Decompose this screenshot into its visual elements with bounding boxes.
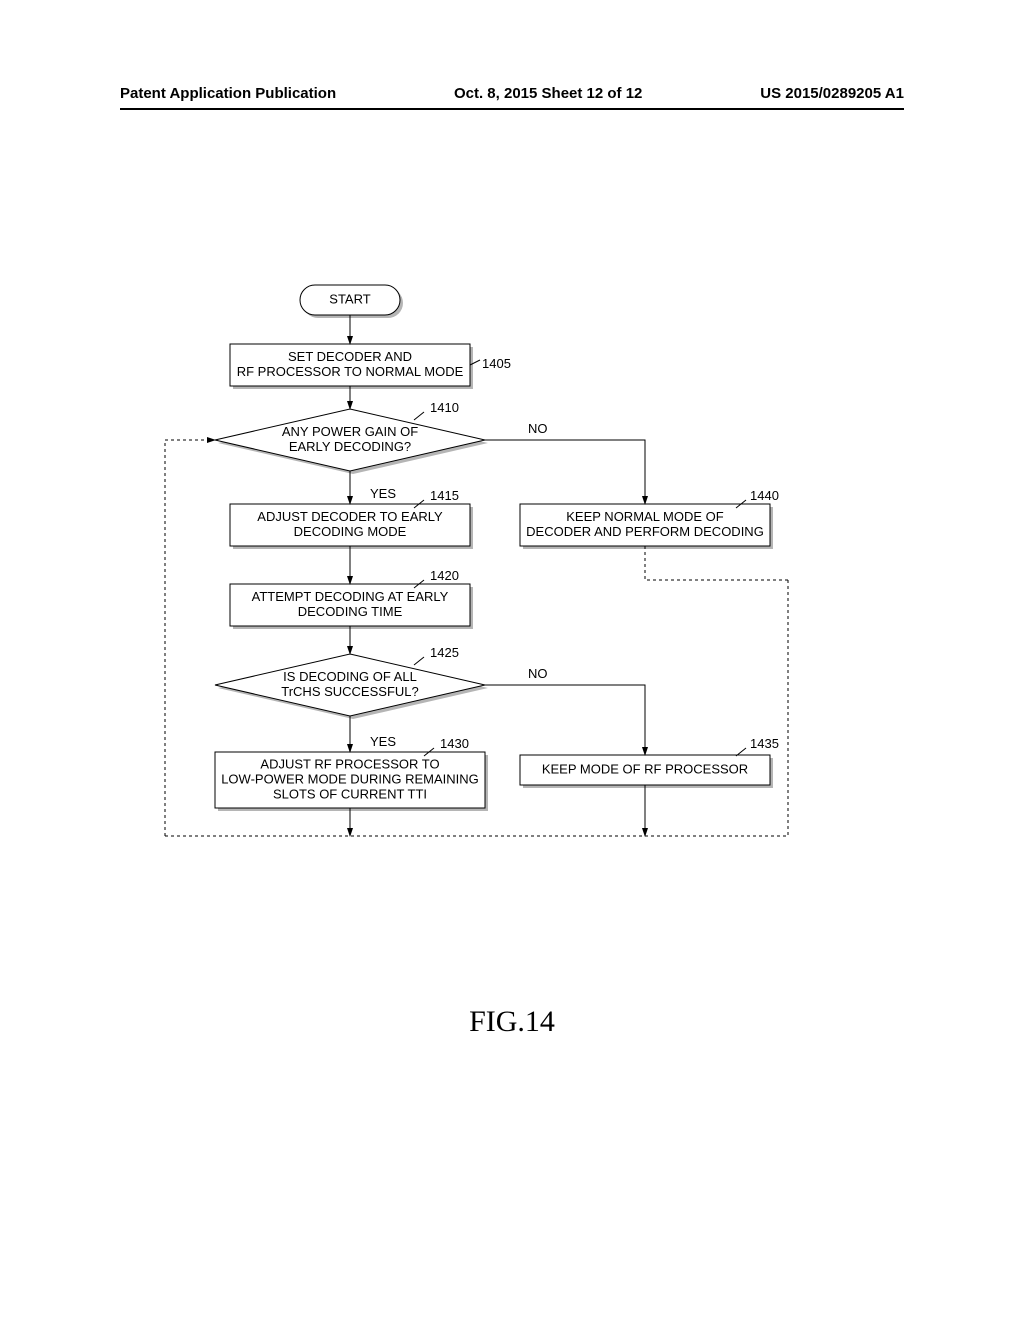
svg-text:DECODER AND PERFORM DECODING: DECODER AND PERFORM DECODING [526, 524, 764, 539]
svg-text:IS DECODING OF ALL: IS DECODING OF ALL [283, 669, 417, 684]
ref-label-1425: 1425 [430, 645, 459, 660]
flowchart: START SET DECODER ANDRF PROCESSOR TO NORM… [0, 0, 1024, 1320]
edge [485, 440, 645, 504]
svg-text:DECODING TIME: DECODING TIME [298, 604, 403, 619]
ref-label-1435: 1435 [750, 736, 779, 751]
figure-caption: FIG.14 [0, 1005, 1024, 1039]
svg-text:TrCHS SUCCESSFUL?: TrCHS SUCCESSFUL? [281, 684, 418, 699]
svg-text:KEEP NORMAL MODE OF: KEEP NORMAL MODE OF [566, 509, 724, 524]
svg-text:KEEP MODE OF RF PROCESSOR: KEEP MODE OF RF PROCESSOR [542, 761, 748, 776]
ref-label-1405: 1405 [482, 356, 511, 371]
svg-text:LOW-POWER MODE DURING REMAININ: LOW-POWER MODE DURING REMAINING [221, 771, 479, 786]
page: Patent Application Publication Oct. 8, 2… [0, 0, 1024, 1320]
edge [165, 440, 215, 836]
edge-label: YES [370, 734, 396, 749]
ref-label-1420: 1420 [430, 568, 459, 583]
edge-label: NO [528, 666, 548, 681]
svg-text:EARLY DECODING?: EARLY DECODING? [289, 439, 411, 454]
svg-text:START: START [329, 291, 370, 306]
edge-label: NO [528, 421, 548, 436]
svg-text:ATTEMPT DECODING AT EARLY: ATTEMPT DECODING AT EARLY [252, 589, 449, 604]
ref-label-1430: 1430 [440, 736, 469, 751]
svg-text:RF PROCESSOR TO NORMAL MODE: RF PROCESSOR TO NORMAL MODE [237, 364, 464, 379]
ref-tick [414, 412, 424, 420]
edge [485, 685, 645, 755]
svg-text:ADJUST RF PROCESSOR TO: ADJUST RF PROCESSOR TO [260, 756, 439, 771]
edge [645, 546, 788, 580]
ref-label-1415: 1415 [430, 488, 459, 503]
svg-text:DECODING MODE: DECODING MODE [294, 524, 407, 539]
svg-text:ANY POWER GAIN OF: ANY POWER GAIN OF [282, 424, 418, 439]
edge-label: YES [370, 486, 396, 501]
ref-tick [414, 657, 424, 665]
svg-text:SLOTS OF CURRENT TTI: SLOTS OF CURRENT TTI [273, 786, 427, 801]
svg-text:SET DECODER AND: SET DECODER AND [288, 349, 412, 364]
svg-text:ADJUST DECODER TO EARLY: ADJUST DECODER TO EARLY [257, 509, 443, 524]
ref-label-1410: 1410 [430, 400, 459, 415]
ref-label-1440: 1440 [750, 488, 779, 503]
